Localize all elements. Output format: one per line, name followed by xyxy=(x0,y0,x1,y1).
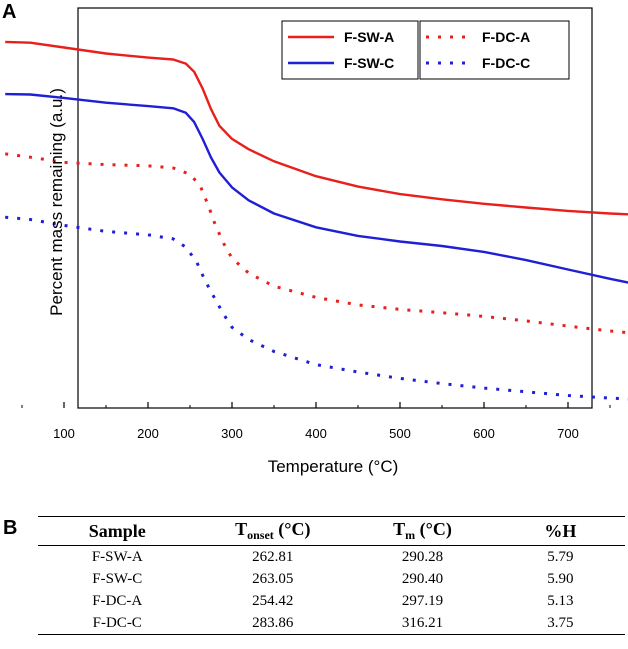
cell-tonset: 254.42 xyxy=(252,592,294,609)
cell-tm: 290.28 xyxy=(401,548,444,565)
cell-sample: F-SW-A xyxy=(91,548,143,565)
header-h: %H xyxy=(544,520,577,541)
header-tm-unit: (°C) xyxy=(415,519,452,539)
header-tonset: Tonset (°C) xyxy=(196,517,349,546)
header-sample: Sample xyxy=(88,520,146,541)
legend: F-SW-A F-SW-C F-DC-A F-DC-C xyxy=(281,20,570,80)
cell-tonset: 283.86 xyxy=(252,614,294,631)
header-tonset-sub: onset xyxy=(247,528,274,542)
x-tick-label: 100 xyxy=(53,426,75,441)
legend-label-f-sw-c: F-SW-C xyxy=(344,55,394,71)
series-line-f-dc-c xyxy=(5,215,628,401)
table-row: F-SW-C 263.05 290.40 5.90 xyxy=(38,568,625,590)
results-table: Sample Tonset (°C) Tm (°C) %H F-SW-A 262… xyxy=(38,516,625,635)
table-row: F-DC-A 254.42 297.19 5.13 xyxy=(38,590,625,612)
header-tonset-unit: (°C) xyxy=(273,519,311,539)
table-header-row: Sample Tonset (°C) Tm (°C) %H xyxy=(38,516,625,546)
x-tick-label: 500 xyxy=(389,426,411,441)
cell-h: 5.79 xyxy=(547,548,574,565)
x-tick-label: 200 xyxy=(137,426,159,441)
legend-label-f-dc-c: F-DC-C xyxy=(482,55,530,71)
x-axis-title: Temperature (°C) xyxy=(268,457,399,476)
panel-a-label: A xyxy=(2,1,16,23)
header-tm-main: T xyxy=(393,519,406,539)
cell-tonset: 263.05 xyxy=(252,570,294,587)
series-line-f-sw-c xyxy=(5,92,628,284)
header-tonset-main: T xyxy=(235,519,248,539)
series-line-f-sw-a xyxy=(5,40,628,216)
cell-tm: 316.21 xyxy=(401,614,444,631)
panel-b-label: B xyxy=(3,517,18,539)
cell-sample: F-DC-C xyxy=(92,614,142,631)
legend-box xyxy=(419,20,570,80)
cell-tonset: 262.81 xyxy=(252,548,294,565)
legend-box xyxy=(281,20,419,80)
figure-panel-a: A 100200300400500600700800 Temperature (… xyxy=(2,1,628,476)
cell-h: 3.75 xyxy=(547,614,574,631)
table-row: F-DC-C 283.86 316.21 3.75 xyxy=(38,612,625,635)
y-axis-title: Percent mass remaining (a.u.) xyxy=(47,88,66,316)
header-tm-sub: m xyxy=(405,528,416,542)
header-tm: Tm (°C) xyxy=(349,517,496,546)
x-tick-label: 300 xyxy=(221,426,243,441)
x-tick-label: 600 xyxy=(473,426,495,441)
plot-area xyxy=(4,7,628,409)
legend-label-f-dc-a: F-DC-A xyxy=(482,29,530,45)
x-tick-label: 700 xyxy=(557,426,579,441)
cell-sample: F-SW-C xyxy=(92,570,143,587)
cell-sample: F-DC-A xyxy=(92,592,143,609)
cell-h: 5.90 xyxy=(547,570,574,587)
x-tick-label: 400 xyxy=(305,426,327,441)
cell-tm: 290.40 xyxy=(401,570,444,587)
cell-h: 5.13 xyxy=(547,592,574,609)
plot-frame xyxy=(77,7,593,409)
legend-label-f-sw-a: F-SW-A xyxy=(344,29,394,45)
figure-panel-b: B Sample Tonset (°C) Tm (°C) %H F-SW-A 2… xyxy=(0,505,628,649)
series-line-f-dc-a xyxy=(4,152,628,335)
x-axis-ticks: 100200300400500600700800 xyxy=(21,402,611,441)
cell-tm: 297.19 xyxy=(401,592,444,609)
table-row: F-SW-A 262.81 290.28 5.79 xyxy=(38,546,625,569)
